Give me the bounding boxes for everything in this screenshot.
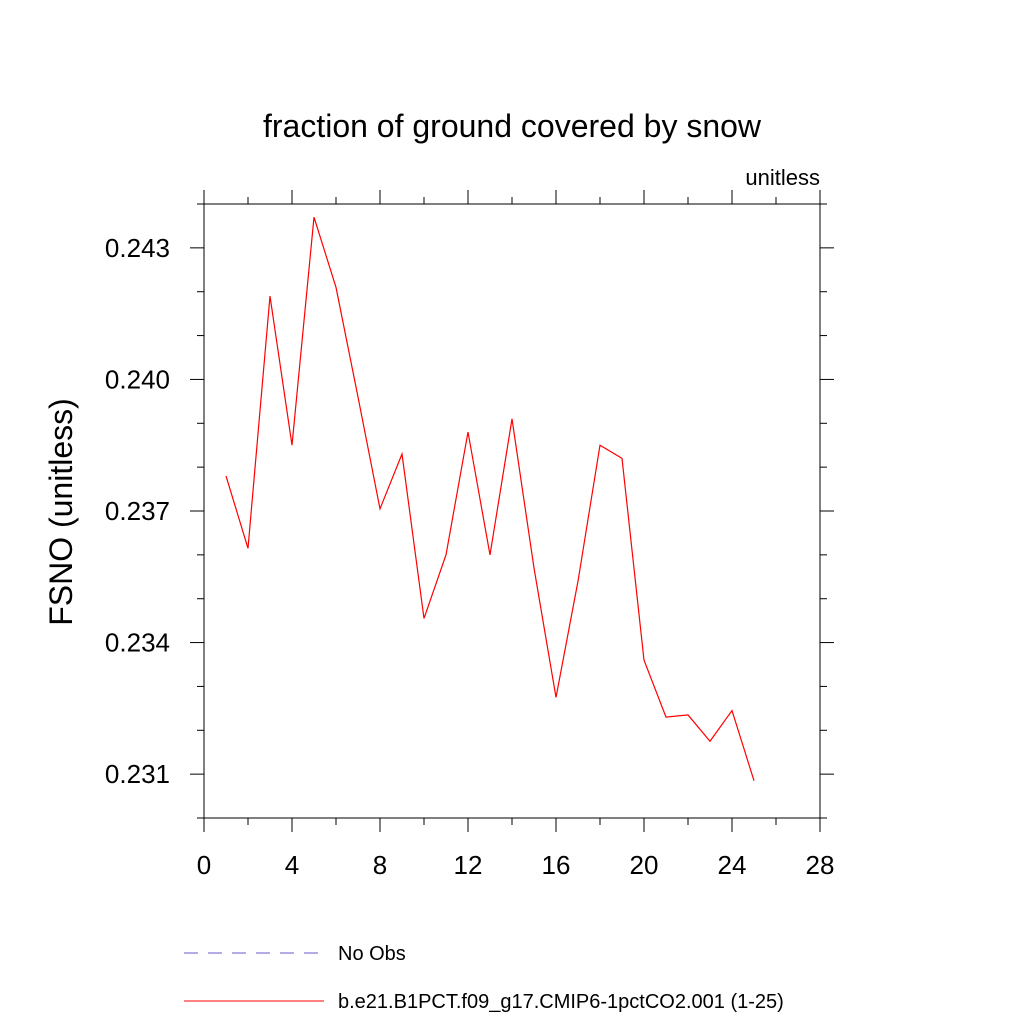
y-axis-label: FSNO (unitless): [43, 398, 79, 626]
plot-frame: [203, 203, 821, 819]
chart-subtitle: unitless: [745, 165, 820, 190]
x-tick-label: 24: [718, 850, 747, 880]
x-tick-label: 0: [197, 850, 211, 880]
series-layer: [225, 216, 755, 781]
x-tick-label: 4: [285, 850, 299, 880]
y-axis: 0.231 0.234 0.237 0.240 0.243: [105, 203, 834, 819]
y-tick-label: 0.237: [105, 496, 170, 526]
legend: No Obs b.e21.B1PCT.f09_g17.CMIP6-1pctCO2…: [184, 943, 784, 1013]
chart-title: fraction of ground covered by snow: [263, 108, 762, 144]
x-tick-label: 16: [542, 850, 571, 880]
y-tick-label: 0.234: [105, 628, 170, 658]
x-tick-label: 20: [630, 850, 659, 880]
x-tick-label: 12: [454, 850, 483, 880]
y-tick-label: 0.231: [105, 759, 170, 789]
x-axis: 0 4 8 12 16 20 24 28: [197, 190, 835, 880]
y-tick-label: 0.240: [105, 364, 170, 394]
x-tick-label: 28: [806, 850, 835, 880]
legend-label-model: b.e21.B1PCT.f09_g17.CMIP6-1pctCO2.001 (1…: [338, 991, 784, 1013]
y-tick-label: 0.243: [105, 233, 170, 263]
x-tick-label: 8: [373, 850, 387, 880]
legend-label-no-obs: No Obs: [338, 943, 406, 965]
series-line-1: [225, 216, 755, 781]
